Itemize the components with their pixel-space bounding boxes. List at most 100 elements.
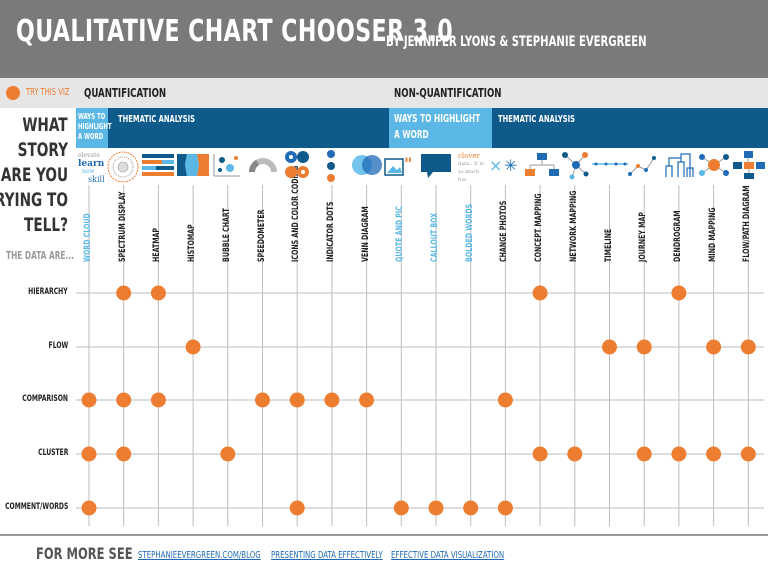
dendrogram-icon — [665, 153, 694, 177]
recommendation-dot — [81, 446, 97, 462]
recommendation-dot — [636, 339, 652, 355]
recommendation-dot — [150, 392, 166, 408]
recommendation-dot — [289, 392, 305, 408]
footer-link-effective-dataviz[interactable]: EFFECTIVE DATA VISUALIZATION — [391, 550, 505, 561]
legend-bar — [0, 78, 768, 108]
concept-mapping-icon — [525, 153, 559, 176]
column-label: HEATMAP — [152, 227, 163, 262]
column-label: BUBBLE CHART — [221, 208, 232, 262]
band-thematic-1 — [108, 108, 389, 148]
recommendation-dot — [150, 285, 166, 301]
recommendation-dot — [220, 446, 236, 462]
row-label: FLOW — [48, 341, 68, 351]
section-non-quantification: NON-QUANTIFICATION — [394, 86, 502, 100]
page-title: QUALITATIVE CHART CHOOSER 3.0 — [16, 14, 454, 49]
question-line-4: TRYING TO — [0, 189, 68, 211]
bolded-words-word: clover — [458, 152, 480, 160]
recommendation-dot — [636, 446, 652, 462]
band-thematic-2-label: THEMATIC ANALYSIS — [498, 114, 575, 125]
recommendation-dot — [532, 446, 548, 462]
footer-label: FOR MORE SEE — [36, 544, 133, 563]
histomap-icon — [177, 154, 209, 176]
bolded-words-icon: clover data.. It is so much fun — [458, 152, 492, 184]
band-ways-highlight-2-label: WAYS TO HIGHLIGHT A WORD — [394, 112, 481, 141]
recommendation-dot — [324, 392, 340, 408]
recommendation-dot — [497, 500, 513, 516]
column-label: SPECTRUM DISPLAY — [117, 191, 128, 262]
header-bar — [0, 0, 768, 78]
row-label: HIERARCHY — [28, 287, 68, 297]
recommendation-dot — [185, 339, 201, 355]
column-label: CHANGE PHOTOS — [499, 200, 510, 262]
flow-path-diagram-icon — [733, 151, 765, 179]
recommendation-dot — [255, 392, 270, 408]
venn-diagram-icon — [352, 155, 382, 175]
column-label: CONCEPT MAPPING — [534, 193, 545, 262]
column-label: JOURNEY MAP — [638, 212, 649, 262]
row-label: COMPARISON — [22, 394, 68, 404]
recommendation-dot — [602, 339, 617, 355]
legend-dot-icon — [6, 86, 20, 100]
mind-mapping-icon — [699, 154, 729, 176]
svg-text:": " — [404, 154, 412, 173]
row-label: COMMENT/WORDS — [4, 502, 68, 512]
heatmap-icon — [142, 154, 174, 176]
word-cloud-word: learn — [78, 159, 105, 169]
recommendation-dot — [393, 500, 409, 516]
question-line-2: STORY — [17, 139, 68, 161]
recommendation-dot — [532, 285, 548, 301]
recommendation-dot — [289, 500, 305, 516]
bubble-chart-icon — [213, 154, 240, 177]
column-label: ICONS AND COLOR CODING — [291, 165, 302, 262]
recommendation-dot — [740, 446, 756, 462]
band-thematic-2 — [492, 108, 768, 148]
word-cloud-word: new — [82, 168, 95, 175]
column-label: QUOTE AND PIC — [395, 206, 406, 262]
recommendation-dot — [359, 392, 375, 408]
word-cloud-icon: elevate learn new skill — [78, 152, 108, 184]
column-label: MIND MAPPING — [707, 207, 718, 262]
column-label: INDICATOR DOTS — [325, 201, 336, 262]
recommendation-dot — [116, 392, 132, 408]
footer-link-blog[interactable]: STEPHANIEEVERGREEN.COM/BLOG — [138, 550, 261, 561]
timeline-icon — [592, 162, 628, 166]
band-ways-highlight-2 — [389, 108, 492, 148]
recommendation-dot — [706, 446, 722, 462]
column-label: NETWORK MAPPING — [568, 190, 579, 262]
bolded-words-word: data.. It is — [458, 161, 484, 167]
column-label: SPEEDOMETER — [256, 209, 267, 262]
recommendation-dot — [428, 500, 444, 516]
network-mapping-icon — [562, 152, 589, 180]
svg-text:✳: ✳ — [504, 156, 517, 174]
word-cloud-word: skill — [88, 175, 105, 184]
page-subtitle: BY JENNIFER LYONS & STEPHANIE EVERGREEN — [386, 34, 647, 50]
recommendation-dot — [567, 446, 583, 462]
band-ways-highlight-1-label: WAYS TO HIGHLIGHT A WORD — [78, 112, 112, 141]
column-label: VENN DIAGRAM — [360, 206, 371, 262]
recommendation-dot — [671, 446, 687, 462]
column-label: HISTOMAP — [187, 224, 198, 262]
bolded-words-word: so much — [458, 169, 480, 175]
speedometer-icon — [249, 158, 277, 172]
footer-link-presenting-data[interactable]: PRESENTING DATA EFFECTIVELY — [271, 550, 383, 561]
recommendation-dot — [116, 446, 132, 462]
data-are-label: THE DATA ARE... — [6, 249, 74, 262]
column-label: CALLOUT BOX — [430, 212, 440, 262]
column-label: BOLDED WORDS — [464, 203, 475, 262]
journey-map-icon — [628, 156, 656, 176]
column-label: WORD CLOUD — [83, 213, 93, 262]
column-label: TIMELINE — [603, 228, 614, 262]
column-label: DENDROGRAM — [672, 210, 683, 262]
recommendation-dot — [671, 285, 687, 301]
question-line-1: WHAT — [22, 114, 68, 136]
question-line-3: ARE YOU — [0, 164, 68, 186]
bolded-words-word: fun — [458, 177, 467, 183]
indicator-dots-icon — [327, 150, 335, 182]
section-quantification: QUANTIFICATION — [84, 86, 167, 100]
column-label: FLOW/PATH DIAGRAM — [742, 185, 753, 262]
change-photos-icon: × ✳ — [489, 156, 517, 174]
question-line-5: TELL? — [23, 214, 68, 236]
band-thematic-1-label: THEMATIC ANALYSIS — [118, 114, 195, 125]
svg-text:×: × — [489, 156, 502, 174]
recommendation-dot — [497, 392, 513, 408]
